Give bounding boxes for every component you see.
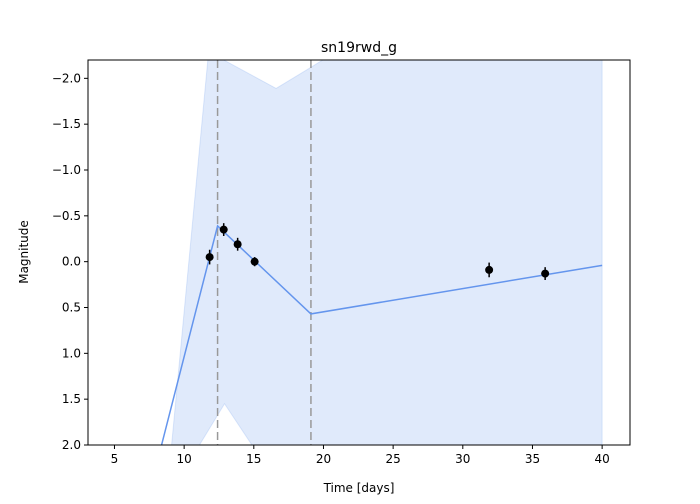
axes-frame (87, 59, 631, 446)
x-tick-label: 30 (455, 452, 470, 466)
chart-title: sn19rwd_g (321, 40, 397, 56)
plot-area (160, 60, 603, 445)
y-tick-label: 1.0 (62, 346, 81, 360)
x-tick-label: 10 (176, 452, 191, 466)
data-point (541, 269, 550, 278)
data-point (205, 253, 214, 262)
y-tick-label: −0.5 (52, 209, 81, 223)
x-axis-label: Time [days] (323, 481, 395, 495)
x-tick-label: 35 (525, 452, 540, 466)
y-axis-label: Magnitude (17, 220, 31, 284)
y-tick-label: 1.5 (62, 392, 81, 406)
x-tick-label: 25 (385, 452, 400, 466)
y-tick-label: −1.0 (52, 163, 81, 177)
data-point (219, 225, 228, 234)
data-point (485, 265, 494, 274)
y-tick-label: 2.0 (62, 438, 81, 452)
data-point (250, 257, 259, 266)
y-tick-label: 0.5 (62, 301, 81, 315)
x-tick-label: 5 (111, 452, 119, 466)
y-tick-label: −1.5 (52, 117, 81, 131)
data-point (233, 240, 242, 249)
confidence-band (171, 60, 603, 445)
x-tick-label: 20 (316, 452, 331, 466)
y-tick-label: 0.0 (62, 255, 81, 269)
x-tick-label: 40 (594, 452, 609, 466)
y-tick-label: −2.0 (52, 71, 81, 85)
model-line (160, 224, 603, 445)
x-tick-label: 15 (246, 452, 261, 466)
